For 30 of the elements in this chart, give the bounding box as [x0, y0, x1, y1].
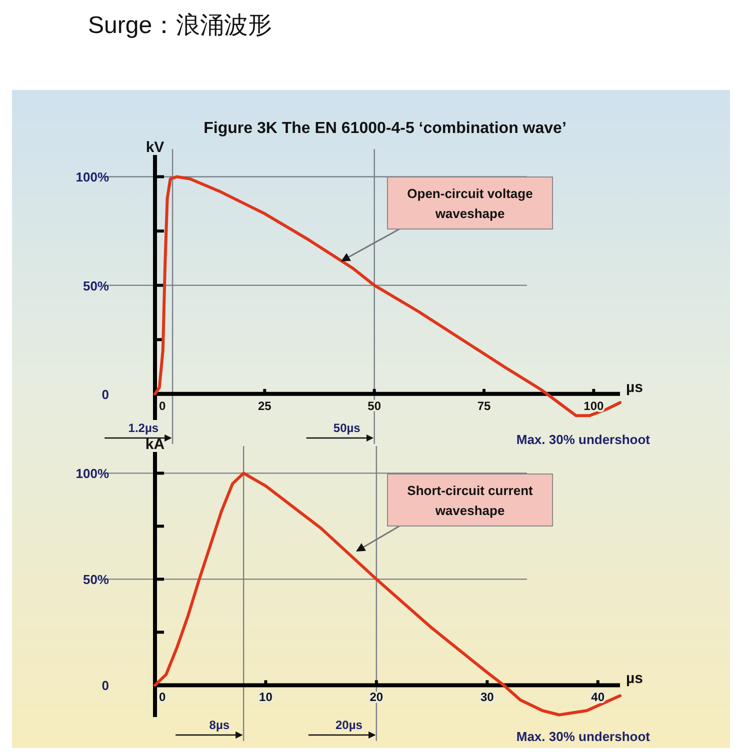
x-tick-label: 0: [159, 690, 166, 704]
chart-title: Surge：浪涌波形: [88, 12, 272, 39]
y-axis-title: kV: [146, 139, 164, 156]
ref-line-label: 20µs: [335, 718, 363, 732]
ref-line-label: 1.2µs: [128, 421, 159, 435]
ref-line-label: 8µs: [209, 718, 230, 732]
x-tick-label: 50: [368, 398, 382, 413]
x-tick-label: 25: [258, 398, 272, 413]
chart-subtitle: Figure 3K The EN 61000-4-5 ‘combination wave’: [204, 120, 566, 137]
x-tick-label: 40: [591, 690, 605, 704]
y-tick-label: 100%: [76, 466, 110, 482]
x-axis-title: µs: [626, 670, 643, 688]
x-tick-label: 10: [259, 690, 273, 704]
x-axis-title: µs: [626, 378, 643, 396]
ref-line-label: 50µs: [333, 421, 361, 435]
x-tick-label: 100: [584, 398, 604, 413]
x-tick-label: 0: [159, 398, 166, 413]
text: Max. 30% undershoot: [516, 729, 651, 744]
y-tick-label: 0: [102, 386, 109, 402]
x-tick-label: 20: [370, 690, 384, 704]
y-tick-label: 50%: [82, 278, 110, 294]
x-tick-label: 75: [477, 398, 492, 413]
y-tick-label: 50%: [82, 572, 110, 588]
y-tick-label: 100%: [76, 170, 110, 185]
x-tick-label: 30: [480, 690, 494, 704]
annotation: Short-circuit current waveshape: [407, 483, 534, 518]
y-axis-title: kA: [145, 436, 165, 453]
text: Max. 30% undershoot: [516, 432, 651, 447]
y-tick-label: 0: [102, 678, 109, 694]
annotation: Open-circuit voltage waveshape: [407, 186, 533, 221]
